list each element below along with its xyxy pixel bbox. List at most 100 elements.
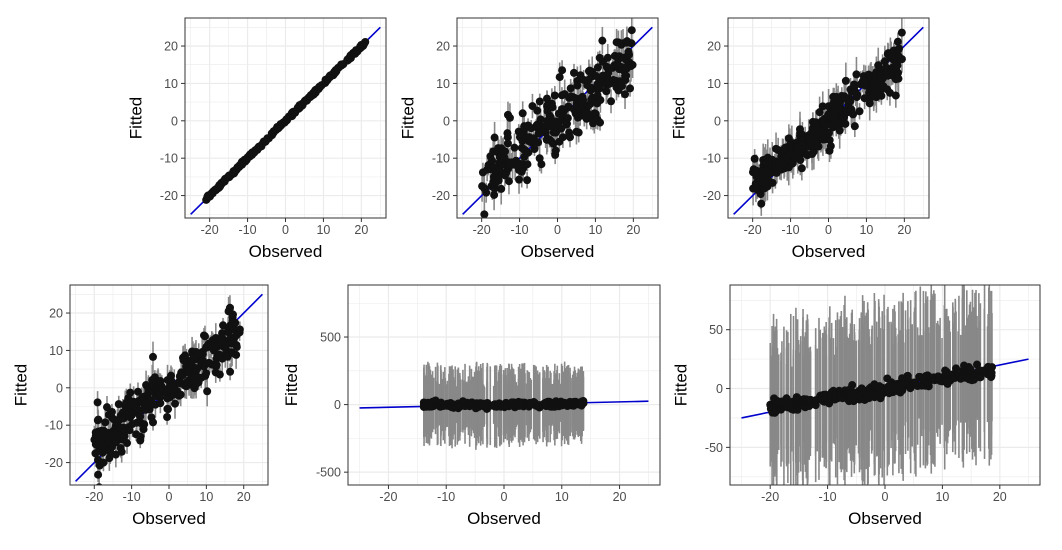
y-tick-label: 20 — [436, 40, 450, 54]
data-point — [102, 403, 111, 412]
data-point — [114, 400, 123, 409]
data-point — [835, 126, 844, 135]
x-tick-label: 20 — [626, 223, 640, 237]
data-point — [622, 71, 631, 80]
data-point — [535, 97, 544, 106]
y-axis-title: Fitted — [398, 97, 417, 140]
data-point — [156, 393, 165, 402]
data-point — [226, 367, 235, 376]
data-point — [198, 350, 207, 359]
data-point — [893, 61, 902, 70]
data-point — [587, 83, 596, 92]
y-tick-label: -20 — [432, 189, 450, 203]
data-point — [488, 156, 497, 165]
x-tick-label: -20 — [379, 490, 397, 504]
data-point — [628, 60, 637, 69]
data-point — [123, 439, 132, 448]
x-tick-label: -20 — [201, 223, 219, 237]
data-point — [850, 122, 859, 131]
x-tick-label: 0 — [554, 223, 561, 237]
data-point — [895, 44, 904, 53]
data-point — [603, 53, 612, 62]
y-tick-label: -10 — [45, 419, 63, 433]
y-axis-title: Fitted — [669, 97, 688, 140]
data-point — [880, 57, 889, 66]
data-point — [107, 407, 116, 416]
data-point — [225, 303, 234, 312]
data-point — [987, 363, 996, 372]
x-tick-label: 10 — [859, 223, 873, 237]
y-tick-label: 10 — [436, 77, 450, 91]
data-point — [503, 133, 512, 142]
data-point — [99, 458, 108, 467]
y-tick-label: 0 — [171, 114, 178, 128]
data-point — [480, 210, 489, 218]
data-point — [894, 68, 903, 77]
x-axis-title: Observed — [249, 242, 323, 261]
y-tick-label: -20 — [45, 456, 63, 470]
data-point — [796, 156, 805, 165]
data-point — [855, 107, 864, 116]
y-tick-label: -20 — [160, 189, 178, 203]
data-point — [607, 97, 616, 106]
data-point — [550, 91, 559, 100]
data-point — [848, 381, 857, 390]
data-point — [593, 63, 602, 72]
data-point — [537, 160, 546, 169]
y-tick-label: -50 — [705, 441, 723, 455]
data-point — [94, 415, 103, 424]
data-point — [94, 470, 103, 479]
data-point — [627, 26, 636, 35]
x-tick-label: -20 — [473, 223, 491, 237]
data-point — [229, 310, 238, 319]
x-tick-label: -20 — [744, 223, 762, 237]
data-point — [219, 321, 228, 330]
data-point — [548, 103, 557, 112]
x-tick-label: 0 — [882, 490, 889, 504]
data-point — [212, 361, 221, 370]
data-point — [621, 90, 630, 99]
data-point — [117, 447, 126, 456]
data-point — [549, 139, 558, 148]
data-point — [515, 175, 524, 184]
x-axis-title: Observed — [467, 509, 541, 528]
data-point — [849, 110, 858, 119]
data-point — [490, 133, 499, 142]
data-point — [595, 84, 604, 93]
x-tick-label: 10 — [555, 490, 569, 504]
x-tick-label: 0 — [282, 223, 289, 237]
data-point — [625, 50, 634, 59]
data-point — [768, 178, 777, 187]
x-tick-label: 10 — [588, 223, 602, 237]
data-point — [148, 352, 157, 361]
data-point — [563, 114, 572, 123]
data-point — [530, 145, 539, 154]
data-point — [125, 426, 134, 435]
data-point — [361, 38, 370, 47]
y-tick-label: -20 — [703, 189, 721, 203]
y-tick-label: -500 — [316, 466, 341, 480]
data-point — [757, 199, 766, 208]
data-point — [897, 28, 906, 37]
panel-3: -20 -10 0 10 20 -20 -10 0 10 20 Observed Fitted — [669, 17, 930, 261]
y-tick-label: 10 — [49, 344, 63, 358]
x-tick-label: 0 — [501, 490, 508, 504]
x-tick-label: -20 — [85, 490, 103, 504]
data-point — [232, 343, 241, 352]
data-point — [558, 133, 567, 142]
data-point — [566, 84, 575, 93]
data-point — [524, 148, 533, 157]
y-tick-label: 10 — [164, 77, 178, 91]
data-point — [490, 190, 499, 199]
data-point — [497, 184, 506, 193]
y-tick-label: 20 — [707, 40, 721, 54]
data-point — [976, 373, 985, 382]
panel-2: -20 -10 0 10 20 -20 -10 0 10 20 Observed Fitted — [398, 17, 659, 261]
x-tick-label: 0 — [825, 223, 832, 237]
x-tick-label: -10 — [239, 223, 257, 237]
x-axis-title: Observed — [132, 509, 206, 528]
data-point — [542, 94, 551, 103]
data-point — [176, 390, 185, 399]
data-point — [136, 432, 145, 441]
